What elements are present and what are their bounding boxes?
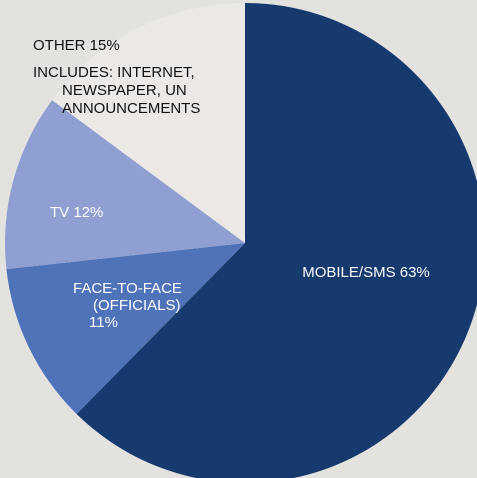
- slice-label-line: MOBILE/SMS 63%: [302, 264, 430, 281]
- slice-label-face-to-face-officials: FACE-TO-FACE (OFFICIALS) 11%: [73, 280, 182, 331]
- annotation-line: ANNOUNCEMENTS: [62, 100, 200, 117]
- other-annotation: INCLUDES: INTERNET, NEWSPAPER, UN ANNOUNCE…: [33, 64, 200, 117]
- slice-label-mobile-sms: MOBILE/SMS 63%: [302, 264, 430, 281]
- pie-slice-face-to-face-officials: [6, 243, 246, 415]
- slice-label-tv: TV 12%: [50, 204, 103, 221]
- slice-label-line: TV 12%: [50, 204, 103, 221]
- slice-label-line: 11%: [89, 314, 118, 331]
- slice-label-line: OTHER 15%: [33, 37, 120, 54]
- annotation-line: NEWSPAPER, UN: [62, 82, 187, 99]
- slice-label-line: FACE-TO-FACE: [73, 280, 182, 297]
- slice-label-line: (OFFICIALS): [93, 297, 181, 314]
- pie-slice-mobile-sms: [76, 3, 477, 478]
- slice-label-other: OTHER 15%: [33, 37, 120, 54]
- pie-slice-other: [52, 3, 245, 243]
- pie-slice-tv: [4, 100, 245, 270]
- annotation-line: INCLUDES: INTERNET,: [33, 64, 195, 81]
